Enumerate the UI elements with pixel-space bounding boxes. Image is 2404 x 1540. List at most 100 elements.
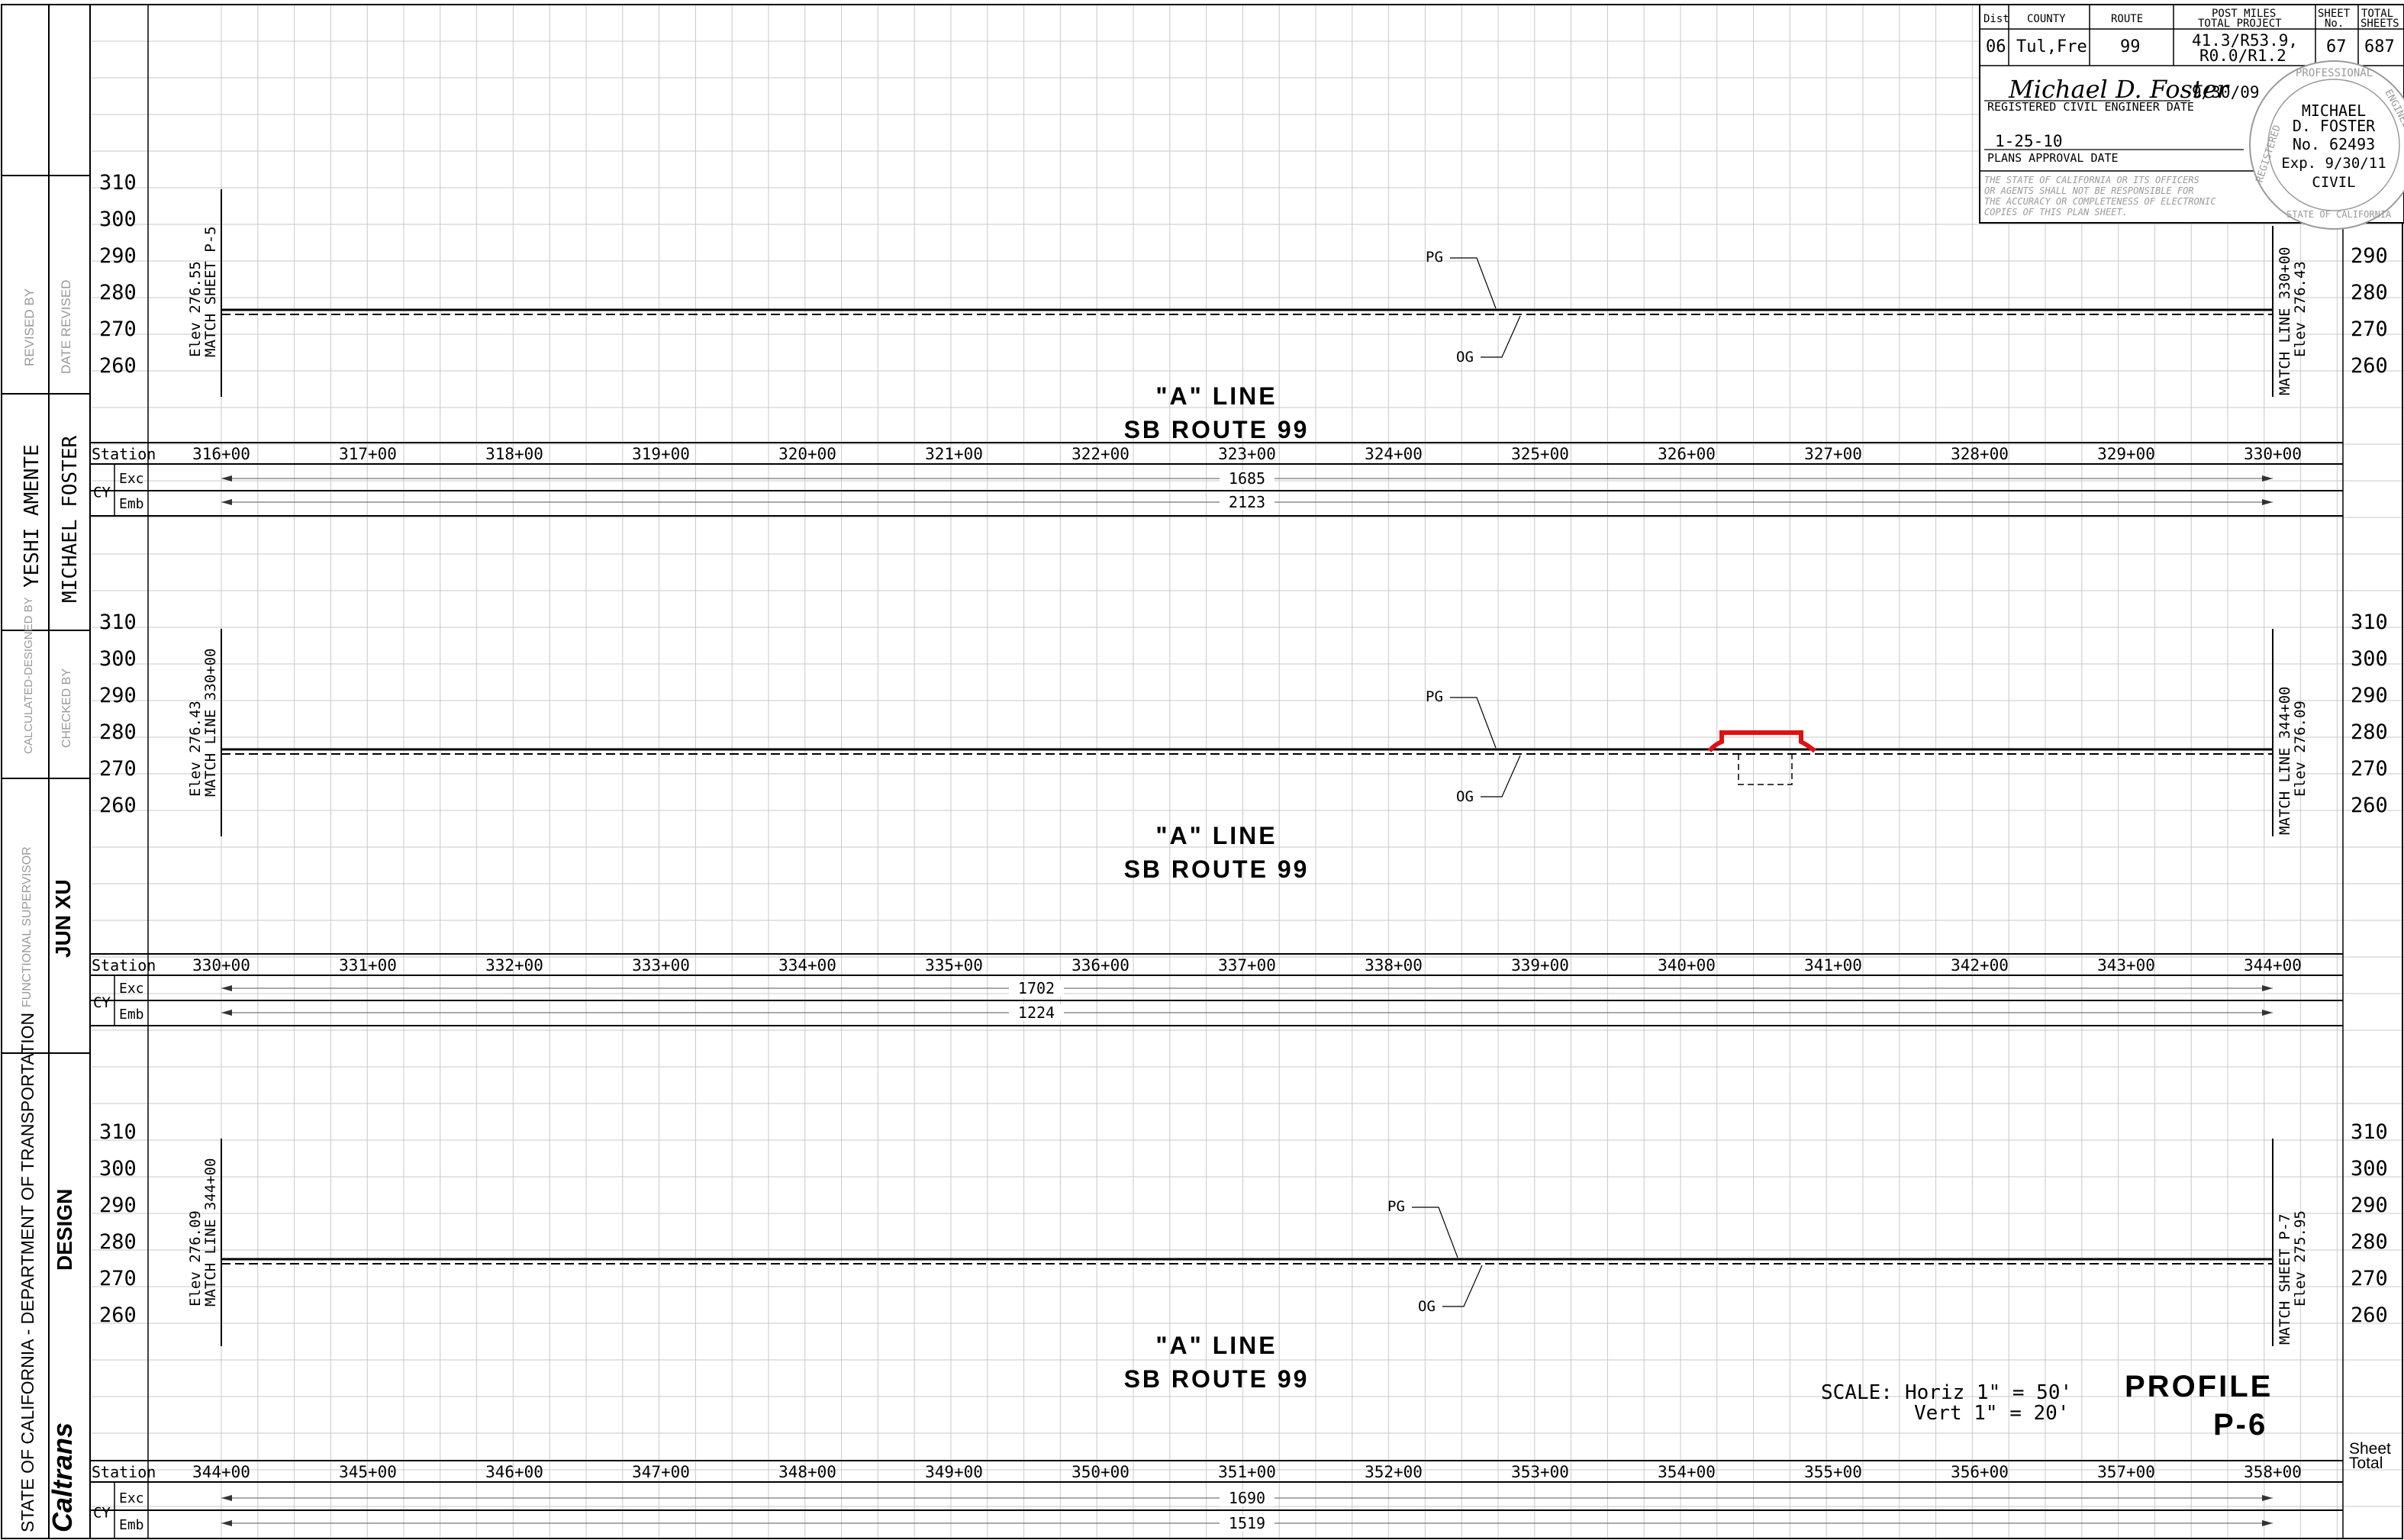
right-elevation-label: 300: [2351, 1157, 2388, 1181]
station-tick-label: 327+00: [1804, 445, 1862, 463]
header-county: COUNTY: [2027, 13, 2066, 25]
elevation-label: 290: [99, 244, 137, 268]
disclaimer-line-1: THE STATE OF CALIFORNIA OR ITS OFFICERS: [1984, 175, 2199, 185]
header-dist: Dist: [1983, 13, 2009, 25]
station-tick-label: 350+00: [1071, 1463, 1129, 1481]
scale-vertical: Vert 1" = 20': [1914, 1402, 2070, 1425]
disclaimer-line-2: OR AGENTS SHALL NOT BE RESPONSIBLE FOR: [1984, 185, 2194, 196]
elevation-label: 300: [99, 208, 137, 231]
station-tick-label: 332+00: [485, 956, 543, 975]
elevation-label: 300: [99, 1157, 137, 1181]
right-elevation-label: 280: [2351, 281, 2388, 304]
seal-number: No. 62493: [2293, 135, 2375, 153]
elevation-label: 260: [99, 354, 137, 378]
right-elevation-label: 270: [2351, 317, 2388, 341]
cy-label: CY: [93, 994, 111, 1011]
og-label: OG: [1456, 788, 1474, 805]
right-elevation-label: 270: [2351, 757, 2388, 781]
elevation-label: 310: [99, 171, 137, 195]
profile-panel-3: Station CY Exc Emb 344+00 345+00 346+00 347+00 3…: [90, 1120, 2388, 1539]
station-tick-label: 339+00: [1511, 956, 1569, 975]
sheet-code: P-6: [2213, 1408, 2267, 1442]
station-tick-label: 340+00: [1658, 956, 1716, 975]
station-tick-label: 341+00: [1804, 956, 1862, 975]
station-tick-label: 336+00: [1071, 956, 1129, 975]
profile-panels: Station CY Exc Emb 316+00 317+00 318+00 319+00 3…: [90, 171, 2388, 1539]
station-tick-label: 351+00: [1218, 1463, 1276, 1481]
match-left-line: MATCH LINE 344+00: [202, 1158, 219, 1306]
checker-name: MICHAEL FOSTER: [59, 436, 82, 603]
match-left-elev: Elev 276.43: [187, 701, 204, 797]
line-name: "A" LINE: [1155, 1332, 1277, 1359]
engineer-seal: PROFESSIONAL REGISTERED ENGINEER STATE O…: [2249, 60, 2404, 230]
route-name: SB ROUTE 99: [1124, 855, 1310, 883]
station-tick-label: 358+00: [2244, 1463, 2302, 1481]
station-tick-label: 355+00: [1804, 1463, 1862, 1481]
sheet-total-1: Sheet: [2349, 1440, 2391, 1458]
engineer-signature: Michael D. Foster: [2008, 75, 2230, 104]
header-total: TOTAL: [2361, 8, 2393, 20]
post-miles-value-1: 41.3/R53.9,: [2192, 31, 2298, 50]
station-tick-label: 330+00: [192, 956, 250, 975]
seal-ring-bottom: STATE OF CALIFORNIA: [2286, 209, 2392, 220]
match-left-line: MATCH LINE 330+00: [202, 649, 219, 797]
sheet-total-2: Total: [2349, 1455, 2383, 1472]
og-label: OG: [1456, 349, 1474, 366]
pg-label: PG: [1387, 1198, 1405, 1215]
match-left-line: MATCH SHEET P-5: [202, 226, 219, 357]
elevation-label: 270: [99, 317, 137, 341]
right-elevation-label: 260: [2351, 794, 2388, 817]
sheet-title: PROFILE: [2125, 1370, 2273, 1403]
scale-label: SCALE:: [1821, 1381, 1893, 1404]
left-border: REVISED BY DATE REVISED YESHI AMENTE MIC…: [18, 280, 82, 1532]
total-sheets-value: 687: [2364, 37, 2395, 56]
right-elevation-label: 260: [2351, 1303, 2388, 1327]
og-label: OG: [1418, 1298, 1436, 1315]
elevation-label: 280: [99, 1230, 137, 1254]
right-elevation-label: 280: [2351, 720, 2388, 744]
station-tick-label: 344+00: [2244, 956, 2302, 975]
designer-name: YESHI AMENTE: [21, 444, 44, 588]
line-name: "A" LINE: [1155, 382, 1277, 410]
red-revision-mark: [1707, 730, 1816, 753]
seal-discipline: CIVIL: [2312, 174, 2355, 191]
caltrans-logo: Caltrans: [47, 1422, 78, 1532]
exc-label: Exc: [119, 981, 144, 997]
elevation-label: 290: [99, 684, 137, 707]
right-elevation-label: 310: [2351, 611, 2388, 634]
functional-supervisor-label: FUNCTIONAL SUPERVISOR: [21, 846, 34, 1007]
right-elevation-label: 290: [2351, 244, 2388, 268]
line-name: "A" LINE: [1155, 822, 1277, 849]
title-block: Dist COUNTY ROUTE POST MILES TOTAL PROJE…: [1979, 4, 2404, 230]
station-tick-label: 338+00: [1365, 956, 1423, 975]
elevation-label: 310: [99, 611, 137, 634]
match-right-2: Elev 276.09: [2292, 701, 2309, 797]
station-tick-label: 321+00: [925, 445, 983, 463]
right-elevation-label: 260: [2351, 354, 2388, 378]
exc-label: Exc: [119, 471, 144, 487]
sheet-frame: [1, 4, 2403, 1539]
scale-horizontal: Horiz 1" = 50': [1905, 1381, 2072, 1404]
route-value: 99: [2120, 37, 2141, 56]
sign-date: 9/30/09: [2192, 83, 2260, 101]
volume-value: 1685: [1229, 469, 1265, 488]
header-no: No.: [2325, 18, 2344, 30]
culvert-outline: [1738, 754, 1793, 785]
station-tick-label: 337+00: [1218, 956, 1276, 975]
right-elevation-label: 290: [2351, 1194, 2388, 1217]
station-tick-label: 330+00: [2244, 445, 2302, 463]
station-tick-label: 319+00: [632, 445, 690, 463]
match-right-1: MATCH LINE 330+00: [2277, 247, 2293, 395]
right-elevation-label: 280: [2351, 1230, 2388, 1254]
disclaimer-line-4: COPIES OF THIS PLAN SHEET.: [1984, 207, 2128, 217]
disclaimer-line-3: THE ACCURACY OR COMPLETENESS OF ELECTRON…: [1984, 196, 2216, 207]
station-tick-label: 316+00: [192, 445, 250, 463]
right-elevation-label: 290: [2351, 684, 2388, 707]
station-tick-label: 349+00: [925, 1463, 983, 1481]
header-route: ROUTE: [2111, 13, 2143, 25]
station-tick-label: 347+00: [632, 1463, 690, 1481]
volume-value: 1702: [1018, 979, 1055, 997]
revised-by-label: REVISED BY: [22, 288, 37, 366]
volume-value: 1519: [1229, 1514, 1265, 1532]
